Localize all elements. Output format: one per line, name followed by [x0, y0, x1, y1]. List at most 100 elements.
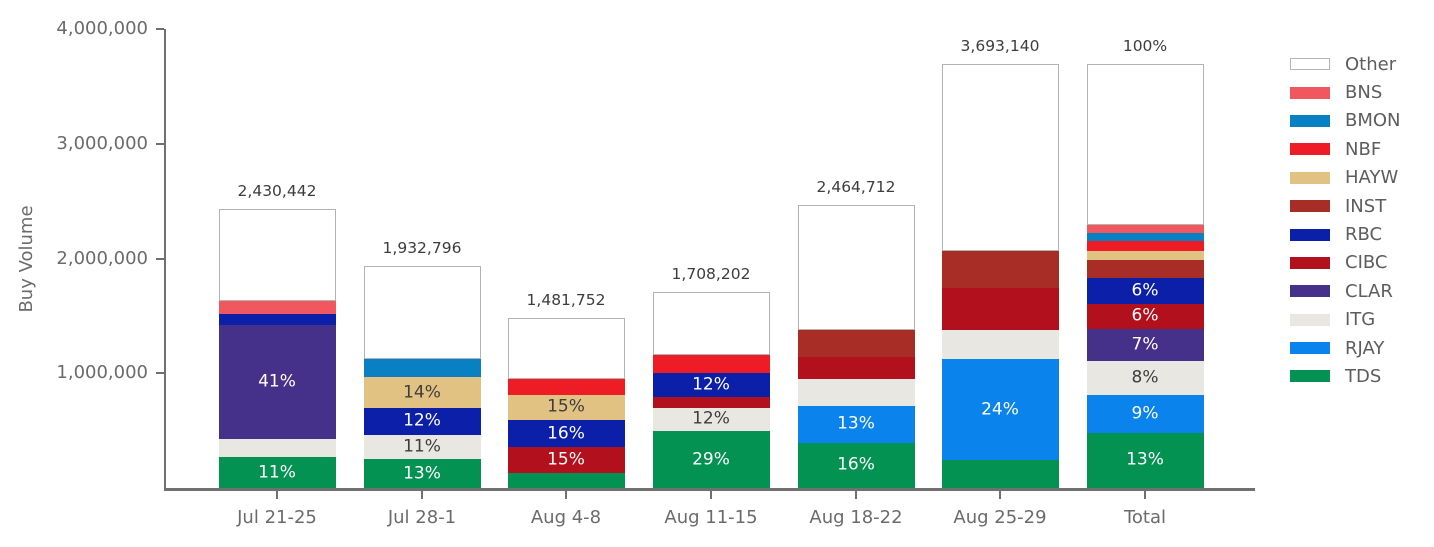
bar-segment-other — [218, 209, 336, 302]
bar-segment-label: 12% — [403, 411, 441, 432]
bar-segment-rbc: 12% — [652, 373, 770, 397]
legend-label: HAYW — [1345, 167, 1399, 189]
bar-segment-tds: 13% — [363, 459, 481, 488]
bar-segment-rjay: 9% — [1086, 394, 1204, 433]
bar-total-label: 100% — [1122, 37, 1168, 56]
bar-segment-rbc: 6% — [1086, 278, 1204, 304]
legend-item-itg: ITG — [1290, 306, 1401, 334]
legend-swatch-cibc — [1290, 256, 1330, 269]
y-tick-label: 3,000,000 — [56, 132, 148, 154]
x-tick-mark — [421, 491, 423, 499]
x-tick-mark — [710, 491, 712, 499]
legend-label: CLAR — [1345, 280, 1393, 302]
bar-segment-label: 11% — [403, 436, 441, 457]
bar-segment-nbf — [652, 355, 770, 374]
bar-segment-tds: 11% — [218, 457, 336, 488]
bar-segment-inst — [941, 250, 1059, 288]
x-tick-label: Aug 4-8 — [530, 507, 602, 528]
legend-swatch-rjay — [1290, 342, 1330, 355]
bar-segment-label: 14% — [403, 382, 441, 403]
x-tick-mark — [999, 491, 1001, 499]
bar-segment-clar: 41% — [218, 324, 336, 440]
legend-swatch-tds — [1290, 370, 1330, 383]
bar-segment-itg: 11% — [363, 434, 481, 460]
legend-label: CIBC — [1345, 252, 1388, 274]
bar-segment-itg: 12% — [652, 407, 770, 432]
bar-segment-label: 13% — [403, 463, 441, 484]
x-tick-label: Total — [1123, 507, 1167, 528]
y-tick-mark — [156, 257, 164, 260]
bar-segment-inst — [797, 330, 915, 358]
legend-label: NBF — [1345, 138, 1382, 160]
x-axis-line — [164, 488, 1255, 491]
x-tick-label: Jul 28-1 — [387, 507, 457, 528]
bar-segment-cibc: 15% — [507, 447, 625, 473]
x-tick-label: Aug 11-15 — [664, 507, 758, 528]
x-tick-label: Aug 18-22 — [809, 507, 903, 528]
legend-item-other: Other — [1290, 50, 1401, 78]
legend-item-hayw: HAYW — [1290, 164, 1401, 192]
bar-segment-other — [363, 266, 481, 359]
bar-segment-rbc: 12% — [363, 408, 481, 435]
bar-segment-cibc — [941, 288, 1059, 331]
bar-total-label: 1,708,202 — [671, 264, 751, 283]
bar-segment-other — [507, 317, 625, 380]
bar-segment-label: 9% — [1131, 403, 1159, 424]
bar-segment-hayw — [1086, 251, 1204, 260]
legend-swatch-other — [1290, 58, 1330, 71]
bar-segment-bmon — [363, 358, 481, 378]
legend-label: ITG — [1345, 309, 1376, 331]
bar-total-label: 3,693,140 — [960, 37, 1040, 56]
bar-segment-label: 16% — [837, 454, 875, 475]
legend-swatch-bmon — [1290, 114, 1330, 127]
legend-swatch-hayw — [1290, 171, 1330, 184]
bar-segment-tds — [507, 472, 625, 488]
bar-total-label: 1,932,796 — [382, 239, 462, 258]
x-tick-mark — [1144, 491, 1146, 499]
x-tick-mark — [276, 491, 278, 499]
bar-segment-label: 15% — [547, 396, 585, 417]
bar-segment-tds — [941, 460, 1059, 488]
bar-segment-cibc — [797, 357, 915, 380]
bar-segment-label: 16% — [547, 423, 585, 444]
legend-swatch-clar — [1290, 285, 1330, 298]
y-tick-mark — [156, 142, 164, 145]
bar-segment-label: 8% — [1131, 367, 1159, 388]
legend-item-bmon: BMON — [1290, 107, 1401, 135]
legend-swatch-nbf — [1290, 143, 1330, 156]
bar-segment-clar: 7% — [1086, 329, 1204, 361]
bar-segment-bns — [1086, 225, 1204, 234]
bar-segment-label: 29% — [692, 449, 730, 470]
legend-swatch-itg — [1290, 313, 1330, 326]
bar-segment-cibc — [652, 396, 770, 408]
bar-segment-hayw: 15% — [507, 394, 625, 420]
legend-swatch-inst — [1290, 200, 1330, 213]
bar-segment-label: 12% — [692, 374, 730, 395]
legend-item-rjay: RJAY — [1290, 334, 1401, 362]
bar-total-label: 2,430,442 — [237, 182, 317, 201]
bar-segment-rjay: 13% — [797, 405, 915, 443]
legend-item-tds: TDS — [1290, 362, 1401, 390]
bar-segment-label: 11% — [258, 462, 296, 483]
bar-segment-other — [941, 64, 1059, 251]
bar-segment-hayw: 14% — [363, 377, 481, 409]
legend-label: BMON — [1345, 110, 1401, 132]
bar-segment-label: 15% — [547, 449, 585, 470]
legend-label: Other — [1345, 53, 1397, 75]
bar-segment-rbc: 16% — [507, 420, 625, 448]
x-tick-label: Aug 25-29 — [953, 507, 1047, 528]
bar-segment-itg — [941, 330, 1059, 359]
y-tick-label: 4,000,000 — [56, 18, 148, 39]
bar-segment-nbf — [507, 379, 625, 395]
legend-swatch-bns — [1290, 86, 1330, 99]
y-axis-line — [164, 29, 166, 491]
bar-segment-itg — [218, 439, 336, 458]
legend-item-inst: INST — [1290, 192, 1401, 220]
bar-segment-other — [1086, 64, 1204, 226]
bar-segment-cibc: 6% — [1086, 303, 1204, 330]
bar-segment-itg: 8% — [1086, 360, 1204, 395]
legend-item-bns: BNS — [1290, 78, 1401, 106]
x-tick-mark — [565, 491, 567, 499]
x-tick-mark — [855, 491, 857, 499]
